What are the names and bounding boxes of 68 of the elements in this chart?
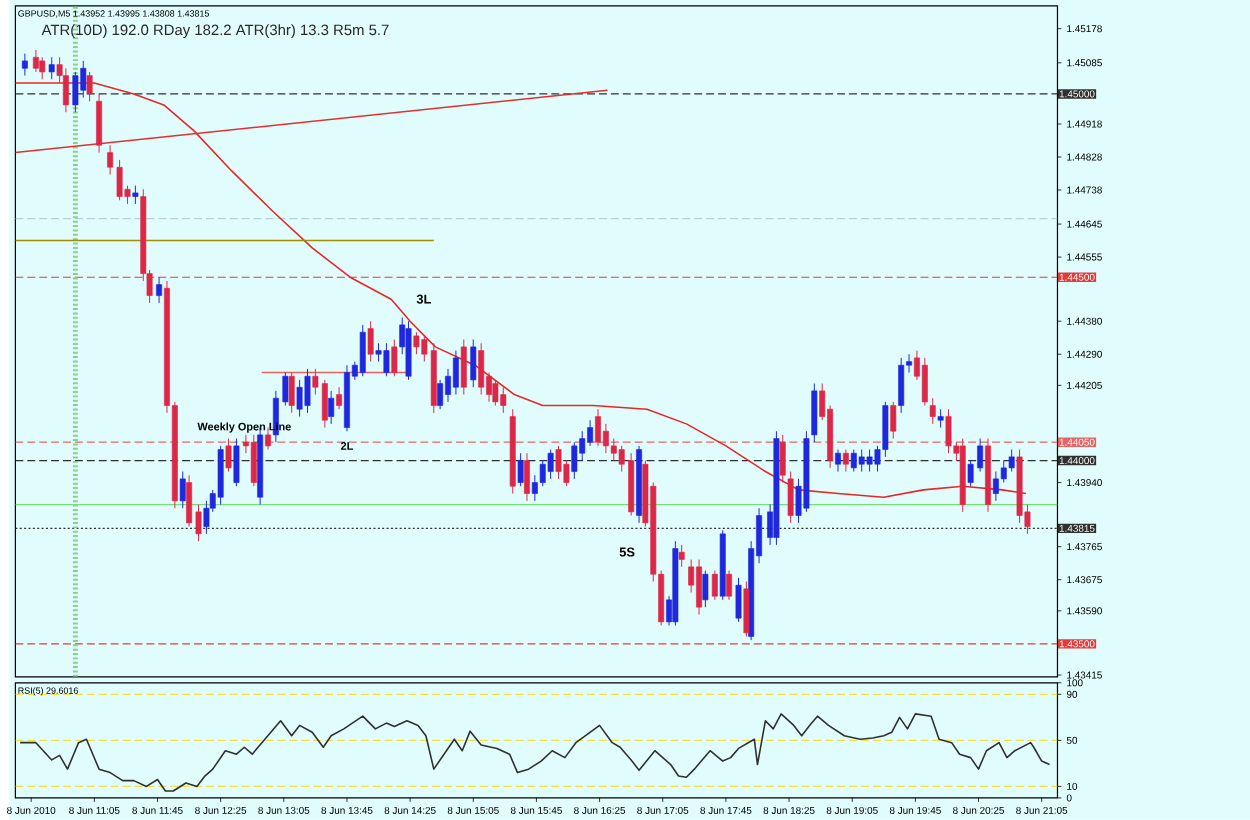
candlestick [39, 56, 46, 80]
candlestick [288, 371, 295, 414]
candlestick [304, 368, 311, 414]
candlestick [225, 437, 232, 472]
candlestick [478, 342, 485, 395]
candlestick [296, 379, 303, 417]
candlestick [86, 71, 93, 102]
candlestick [391, 338, 398, 377]
candlestick [437, 379, 444, 410]
candlestick [517, 452, 524, 487]
candlestick [866, 448, 873, 472]
candlestick [48, 56, 55, 80]
candlestick [492, 379, 499, 406]
candlestick [500, 386, 507, 414]
candlestick [383, 342, 390, 377]
candlestick [367, 320, 374, 362]
candlestick [882, 401, 889, 458]
candlestick [678, 544, 685, 568]
candlestick [80, 60, 87, 98]
candlestick [359, 324, 366, 377]
candlestick [696, 558, 703, 615]
candlestick [921, 357, 928, 406]
candlestick [250, 434, 257, 487]
candlestick [132, 184, 139, 205]
candlestick [571, 441, 578, 480]
candlestick [547, 448, 554, 480]
candlestick [233, 437, 240, 487]
candlestick [937, 408, 944, 428]
candlestick [992, 470, 999, 502]
candlestick [452, 349, 459, 395]
line-series [19, 712, 1051, 792]
candlestick [539, 459, 546, 487]
candlestick [726, 569, 733, 601]
candlestick [595, 408, 601, 447]
candlestick [890, 401, 897, 439]
candlestick [711, 569, 718, 601]
candlestick [702, 569, 709, 608]
candlestick [328, 390, 335, 425]
candlestick [779, 434, 786, 483]
candlestick [735, 577, 742, 623]
candlestick [945, 408, 952, 454]
candlestick [811, 382, 818, 443]
candlestick [743, 580, 750, 637]
candlestick [460, 338, 467, 395]
candlestick [1008, 448, 1015, 472]
candlestick [217, 445, 224, 505]
candlestick [524, 452, 530, 502]
candlestick [587, 419, 594, 447]
candlestick [555, 445, 562, 480]
candlestick [96, 93, 103, 153]
candlestick [835, 448, 841, 472]
candlestick [787, 470, 794, 524]
candlestick [336, 386, 343, 410]
candlestick [405, 320, 412, 381]
candlestick [470, 338, 477, 388]
candlestick [72, 71, 79, 113]
candlestick [179, 470, 186, 509]
candlestick [842, 448, 849, 472]
candlestick [929, 397, 936, 425]
candlestick [32, 49, 39, 73]
candlestick [413, 331, 420, 355]
candlestick [156, 276, 163, 304]
candlestick [265, 426, 271, 450]
candlestick [602, 423, 609, 454]
candlestick [850, 448, 857, 472]
candlestick [858, 448, 865, 472]
candlestick [21, 52, 28, 76]
candlestick [898, 357, 905, 414]
